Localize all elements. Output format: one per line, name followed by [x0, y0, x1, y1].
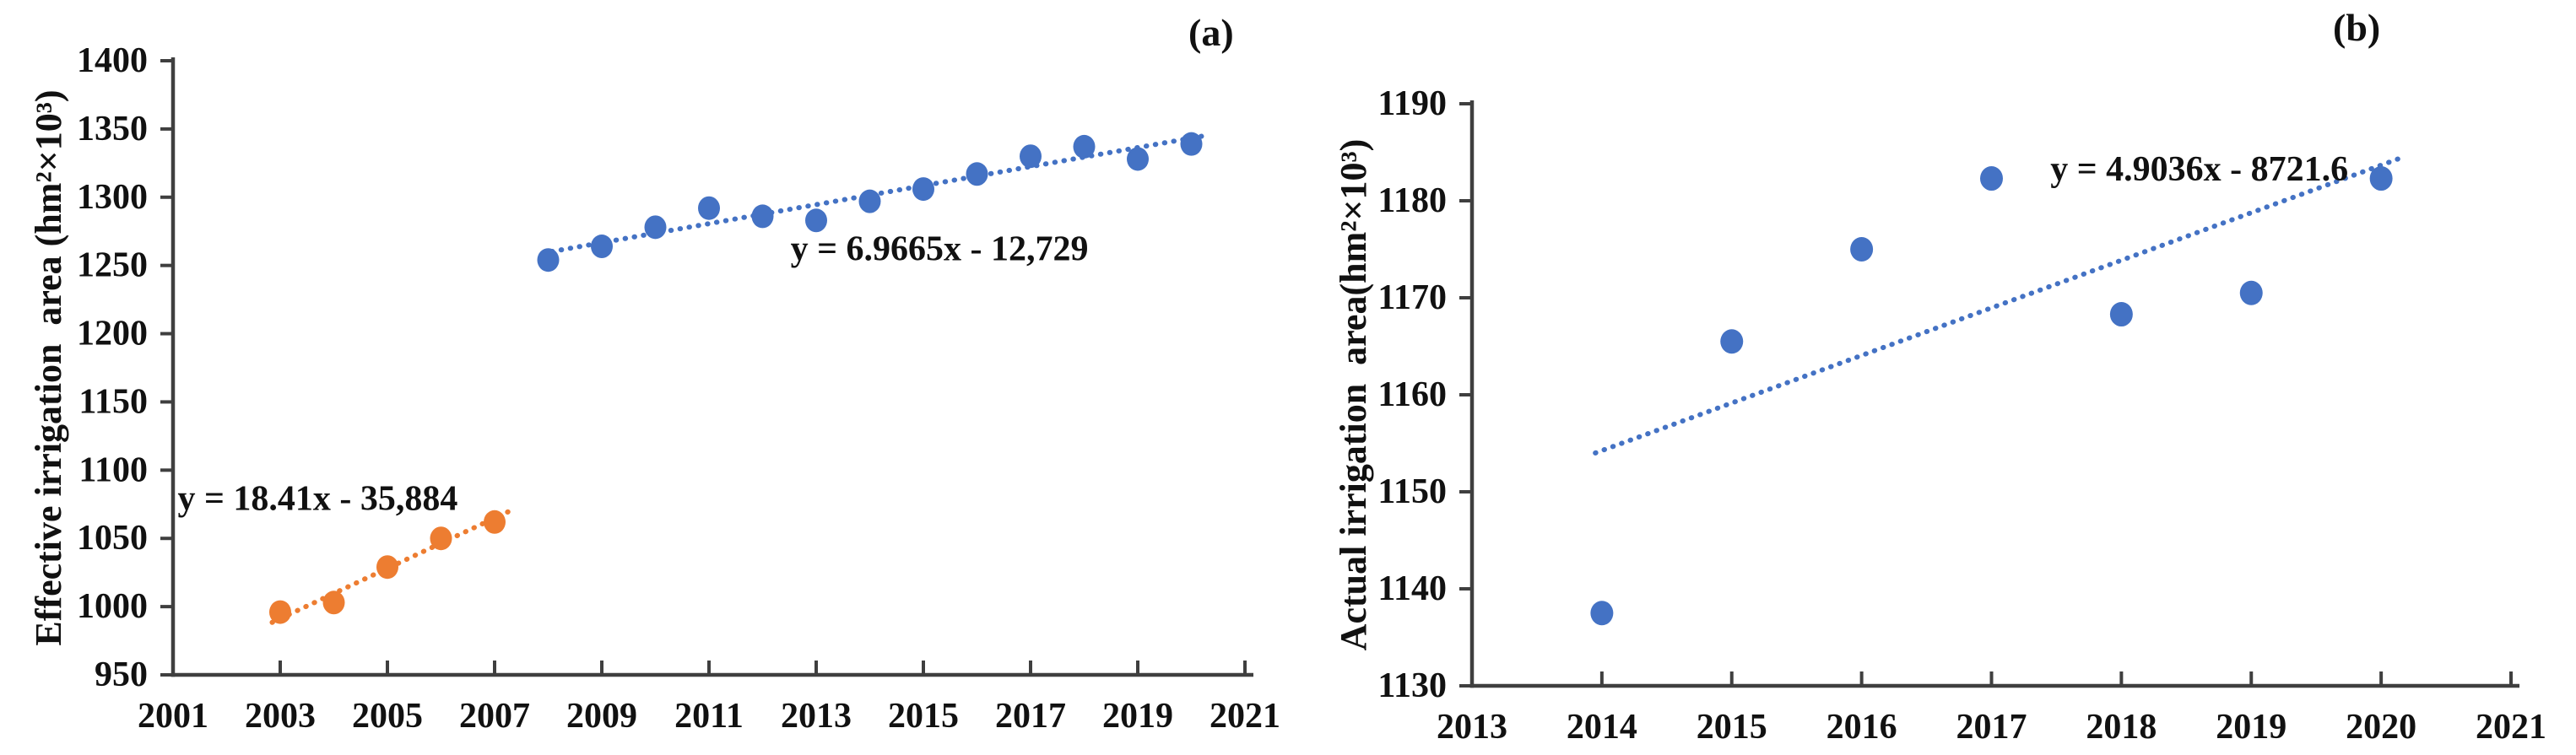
data-point [376, 555, 398, 580]
data-point [698, 196, 720, 220]
chart-a-scatter: 950 1000 1050 1100 1150 1200 1250 1300 1350 1400 2… [28, 41, 1280, 736]
data-point [1020, 144, 1042, 169]
data-point [537, 248, 560, 272]
x-tick-label: 2001 [138, 697, 208, 736]
y-tick-label: 1160 [1377, 375, 1447, 414]
x-tick-label: 2019 [2216, 708, 2286, 747]
trend-line [1593, 155, 2404, 456]
x-tick-label: 2013 [781, 697, 852, 736]
panel-label-b: (b) [2333, 6, 2381, 49]
data-point [966, 162, 988, 186]
data-point [858, 189, 881, 213]
x-tick-label: 2015 [1697, 708, 1767, 747]
data-point [484, 510, 506, 534]
y-axis-title: Effective irrigation area (hm²×10³) [28, 89, 69, 645]
y-tick-label: 1250 [77, 246, 148, 285]
data-point [644, 215, 667, 240]
y-tick-label: 1130 [1377, 666, 1447, 705]
x-tick-label: 2005 [352, 697, 423, 736]
x-tick-label: 2014 [1567, 708, 1637, 747]
data-point [1180, 132, 1203, 156]
data-point [1127, 147, 1149, 171]
data-point [1980, 166, 2003, 191]
trend-equation-label: y = 4.9036x - 8721.6 [2050, 150, 2348, 189]
data-point [1073, 134, 1096, 159]
x-tick-label: 2017 [1956, 708, 2027, 747]
y-axis-title: Actual irrigation area(hm²×10³) [1333, 139, 1374, 651]
trend-equation-label: y = 6.9665x - 12,729 [791, 229, 1089, 268]
data-point [1720, 329, 1744, 354]
y-tick-label: 1150 [78, 382, 148, 421]
y-tick-label: 950 [95, 655, 148, 694]
data-point [751, 204, 774, 229]
y-tick-label: 1300 [77, 178, 148, 217]
x-tick-label: 2017 [995, 697, 1066, 736]
y-tick-label: 1190 [1377, 84, 1447, 123]
data-point [269, 600, 291, 624]
y-tick-label: 1170 [1377, 278, 1447, 317]
x-tick-label: 2020 [2346, 708, 2416, 747]
data-point [1590, 601, 1614, 626]
y-tick-label: 1000 [77, 587, 148, 626]
chart-panel-a: 950 1000 1050 1100 1150 1200 1250 1300 1350 1400 2… [28, 11, 1280, 736]
y-tick-label: 1200 [77, 315, 148, 353]
x-tick-label: 2011 [674, 697, 744, 736]
y-tick-label: 1400 [77, 41, 148, 80]
data-point [322, 591, 345, 615]
data-point [805, 208, 827, 233]
data-point [591, 235, 613, 259]
x-tick-label: 2021 [1210, 697, 1280, 736]
x-tick-label: 2007 [459, 697, 530, 736]
chart-panel-b: 1130 1140 1150 1160 1170 1180 1190 2013 2014 2015… [1288, 0, 2576, 755]
y-tick-label: 1180 [1377, 181, 1447, 220]
y-tick-label: 1140 [1377, 569, 1447, 608]
y-tick-label: 1100 [78, 450, 148, 489]
data-point [2369, 166, 2393, 191]
trend-equation-label: y = 18.41x - 35,884 [177, 479, 457, 518]
data-point [2109, 302, 2133, 327]
y-tick-label: 1050 [77, 519, 148, 558]
chart-b-scatter: 1130 1140 1150 1160 1170 1180 1190 2013 2014 2015… [1333, 84, 2546, 747]
x-tick-label: 2018 [2086, 708, 2157, 747]
y-tick-label: 1350 [77, 110, 148, 148]
x-tick-label: 2009 [566, 697, 637, 736]
data-point [2239, 280, 2263, 305]
x-tick-label: 2021 [2476, 708, 2546, 747]
data-point [1850, 237, 1874, 262]
x-tick-label: 2003 [245, 697, 316, 736]
data-point [430, 526, 452, 551]
x-tick-label: 2016 [1826, 708, 1897, 747]
y-tick-label: 1150 [1377, 472, 1447, 511]
x-tick-label: 2013 [1437, 708, 1507, 747]
panel-label-a: (a) [1188, 11, 1234, 54]
x-tick-label: 2019 [1102, 697, 1173, 736]
x-tick-label: 2015 [888, 697, 959, 736]
data-point [912, 177, 934, 202]
